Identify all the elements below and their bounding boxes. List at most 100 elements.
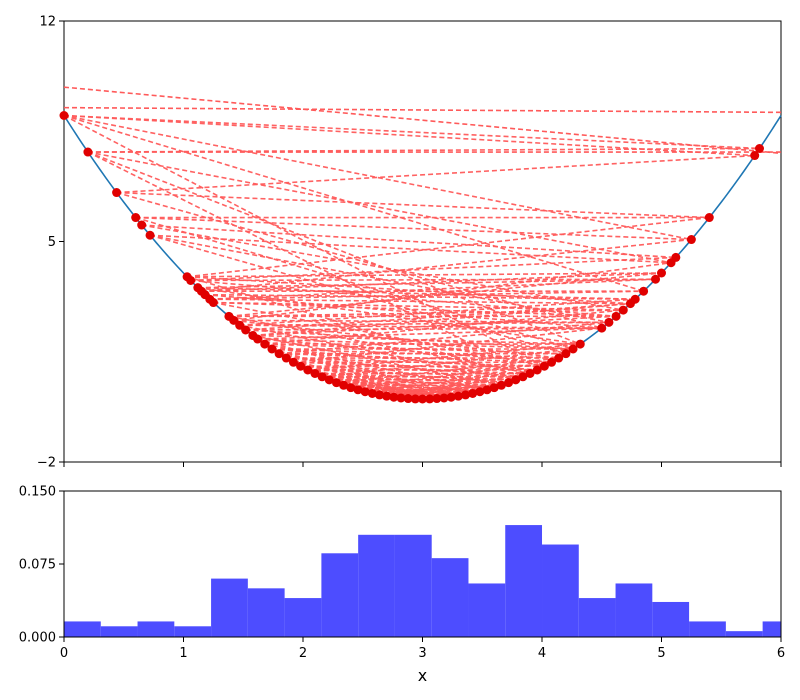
histogram-bar	[64, 621, 101, 637]
sample-points	[59, 111, 764, 404]
sample-point	[604, 317, 614, 327]
chord-line	[336, 357, 559, 384]
x-tick-label: 4	[538, 646, 546, 661]
chord-line	[201, 272, 662, 292]
chord-line	[187, 272, 662, 278]
sample-point	[346, 383, 356, 393]
chord-line	[63, 114, 644, 292]
histogram-bar	[394, 534, 432, 637]
y-tick-label: 5	[48, 235, 56, 250]
sample-point	[382, 391, 392, 401]
sample-point	[59, 111, 69, 120]
sample-point	[468, 388, 478, 398]
histogram-bar	[247, 588, 285, 637]
x-tick-label: 0	[60, 646, 68, 661]
chord-line	[228, 309, 624, 318]
chord-line	[257, 338, 574, 350]
sample-point	[539, 361, 549, 371]
sample-point	[131, 213, 141, 223]
chord-line	[365, 369, 538, 393]
histogram-bar	[542, 544, 579, 637]
chord-line	[307, 343, 581, 371]
chord-line	[197, 278, 656, 289]
sample-point	[532, 365, 542, 375]
sample-point	[525, 368, 535, 378]
sample-point	[253, 334, 263, 344]
chord-line	[314, 372, 438, 400]
chord-line	[257, 338, 459, 397]
y-tick-label: 0.150	[19, 485, 56, 500]
x-tick-label: 6	[777, 646, 785, 661]
chord-line	[300, 365, 423, 400]
sample-point	[657, 268, 666, 278]
histogram-bar	[652, 601, 690, 637]
chord-line	[209, 278, 656, 300]
sample-point	[425, 394, 435, 404]
chord-line	[252, 315, 617, 337]
bottom-y-ticks: 0.000 0.075 0.150	[19, 485, 64, 646]
sample-point	[396, 393, 406, 403]
sample-point	[754, 144, 764, 153]
histogram-bar	[615, 583, 653, 637]
chord-line	[322, 348, 574, 378]
chord-line	[63, 114, 760, 150]
sample-point	[389, 392, 399, 402]
chord-line	[372, 384, 502, 395]
top-x-ticks	[63, 462, 782, 467]
chord-line	[257, 327, 602, 340]
sample-point	[374, 390, 384, 400]
histogram-bars	[64, 525, 781, 637]
chord-line	[197, 286, 636, 300]
sample-point	[339, 380, 349, 390]
histogram-bar	[468, 583, 506, 637]
sample-point	[482, 385, 492, 395]
chord-line	[116, 191, 710, 219]
histogram-bar	[137, 621, 175, 637]
chord-line	[264, 343, 566, 355]
sample-point	[281, 353, 291, 363]
sample-point	[403, 394, 413, 404]
sample-point	[597, 323, 607, 333]
histogram-bar	[762, 621, 781, 637]
sample-point	[453, 391, 463, 401]
chord-line	[264, 309, 624, 345]
sample-point	[568, 344, 578, 354]
bottom-x-ticks: 0 1 2 3 4 5 6	[60, 637, 785, 661]
y-tick-label: −2	[37, 456, 56, 471]
sample-point	[547, 357, 557, 367]
x-tick-label: 1	[179, 646, 187, 661]
sample-point	[303, 365, 313, 375]
sample-point	[496, 380, 506, 390]
histogram-bar	[578, 598, 616, 637]
sample-point	[651, 274, 661, 284]
top-y-ticks: −2 5 12	[37, 15, 64, 471]
x-tick-label: 5	[657, 646, 665, 661]
sample-point	[618, 305, 628, 315]
x-tick-label: 2	[299, 646, 307, 661]
sample-point	[310, 368, 320, 378]
sample-point	[410, 394, 420, 404]
x-axis-label: x	[418, 666, 427, 685]
histogram-bar	[211, 578, 248, 637]
chord-line	[141, 224, 676, 259]
chord-line	[228, 272, 662, 318]
sample-point	[367, 388, 377, 398]
sample-point	[504, 378, 514, 388]
histogram-bar	[431, 558, 469, 637]
sample-point	[274, 349, 284, 359]
chord-line	[343, 384, 466, 396]
chord-line	[149, 234, 567, 355]
chord-line	[141, 224, 624, 311]
sample-point	[324, 375, 334, 385]
sample-point	[750, 151, 760, 161]
chord-line	[63, 114, 755, 157]
sample-point	[671, 252, 681, 262]
chord-line	[149, 234, 610, 324]
y-tick-label: 0.000	[19, 631, 56, 646]
chord-line	[293, 327, 602, 364]
sample-point	[83, 147, 93, 157]
chord-line	[63, 114, 692, 241]
sample-point	[630, 294, 640, 304]
sample-point	[439, 393, 449, 403]
y-tick-label: 0.075	[19, 558, 56, 573]
